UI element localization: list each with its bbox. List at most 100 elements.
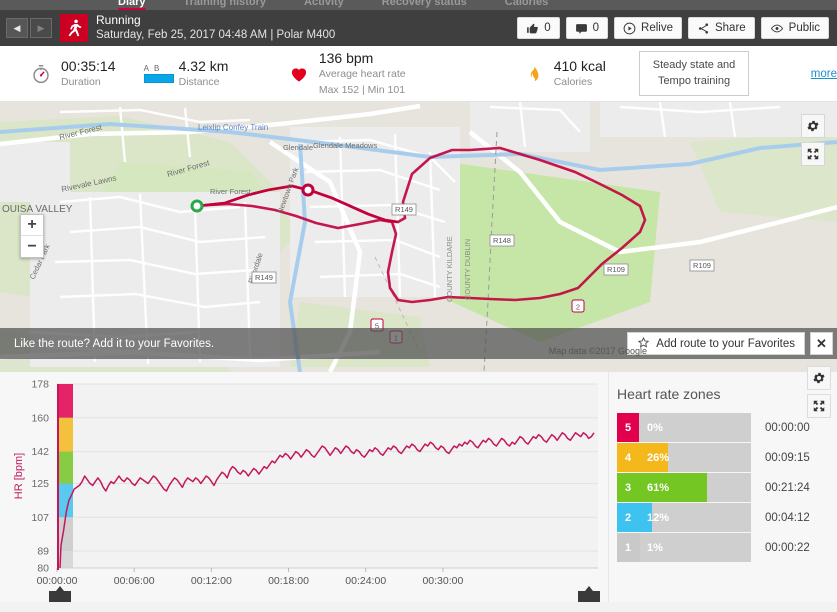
road-shield: R109 xyxy=(603,263,629,276)
y-axis-tick: 89 xyxy=(37,546,49,558)
gear-icon xyxy=(807,120,819,132)
zone-time: 00:00:22 xyxy=(765,541,810,554)
tab-training-history[interactable]: Training history xyxy=(183,0,267,8)
tab-recovery-status[interactable]: Recovery status xyxy=(381,0,467,8)
eye-icon xyxy=(770,22,784,35)
zone-number: 5 xyxy=(617,413,639,442)
thumbs-up-icon xyxy=(526,22,539,35)
activity-nav-buttons: ◀ ▶ xyxy=(6,18,52,38)
zone-row[interactable]: 3 61% 00:21:24 xyxy=(617,473,825,502)
zone-number: 4 xyxy=(617,443,639,472)
distance-marker-a: A xyxy=(143,64,154,73)
zone-row[interactable]: 5 0% 00:00:00 xyxy=(617,413,825,442)
next-activity-button[interactable]: ▶ xyxy=(30,18,52,38)
duration-label: Duration xyxy=(61,75,101,88)
road-shield: R109 xyxy=(689,259,715,272)
zone-time: 00:04:12 xyxy=(765,511,810,524)
zone-row[interactable]: 1 1% 00:00:22 xyxy=(617,533,825,562)
start-marker xyxy=(190,199,204,213)
tab-diary[interactable]: Diary xyxy=(118,0,146,10)
map-label: Rivevale Lawns xyxy=(61,174,118,194)
duration-value: 00:35:14 xyxy=(61,57,116,74)
hr-minmax: Max 152 | Min 101 xyxy=(318,83,406,96)
share-icon xyxy=(697,22,710,35)
zone-bar-track: 12% xyxy=(639,503,751,532)
star-icon xyxy=(637,336,650,352)
road-shield: R149 xyxy=(391,203,417,216)
hr-series-line xyxy=(59,432,595,569)
heart-rate-zones-panel: Heart rate zones 5 0% 00:00:00 4 26% 00:09:15… xyxy=(608,366,837,602)
relive-label: Relive xyxy=(641,22,673,34)
comment-count: 0 xyxy=(592,22,600,34)
y-axis-label: HR [bpm] xyxy=(13,453,25,499)
share-button[interactable]: Share xyxy=(687,17,755,39)
range-slider-handle-right[interactable] xyxy=(578,586,600,602)
zone-time: 00:21:24 xyxy=(765,481,810,494)
main-nav-tabs: Diary Training history Activity Recovery… xyxy=(0,0,837,10)
running-icon xyxy=(60,14,88,42)
expand-icon xyxy=(813,400,825,412)
like-count: 0 xyxy=(544,22,551,34)
zone-percent: 12% xyxy=(647,511,670,524)
add-route-to-favorites-button[interactable]: Add route to your Favorites xyxy=(627,332,805,355)
distance-label: Distance xyxy=(178,75,220,88)
zone-number: 3 xyxy=(617,473,639,502)
more-link[interactable]: more xyxy=(810,67,837,80)
range-slider-handle-left[interactable] xyxy=(49,586,71,602)
distance-value: 4.32 km xyxy=(178,57,229,74)
visibility-label: Public xyxy=(788,22,820,34)
zone-bar-track: 26% xyxy=(639,443,751,472)
flame-icon xyxy=(521,63,547,85)
zone-number: 1 xyxy=(617,533,639,562)
favorite-prompt-bold: Like the route? xyxy=(14,337,91,350)
svg-text:5: 5 xyxy=(375,321,379,330)
visibility-button[interactable]: Public xyxy=(760,17,829,39)
stopwatch-icon xyxy=(28,63,54,85)
activity-datetime-device: Saturday, Feb 25, 2017 04:48 AM | Polar … xyxy=(96,29,336,42)
like-button[interactable]: 0 xyxy=(517,17,560,39)
zones-fullscreen-button[interactable] xyxy=(807,394,831,418)
map-label: Glendale xyxy=(283,143,313,152)
activity-sport-name: Running xyxy=(96,13,141,28)
route-map[interactable]: River Forest River Forest River Forest Rive… xyxy=(0,102,837,372)
comment-button[interactable]: 0 xyxy=(565,17,609,39)
close-banner-button[interactable]: ✕ xyxy=(810,332,833,355)
zone-band xyxy=(59,417,73,452)
x-axis-tick: 00:00:00 xyxy=(37,575,78,587)
map-settings-button[interactable] xyxy=(801,114,825,138)
gear-icon xyxy=(813,372,825,384)
x-axis-tick: 00:12:00 xyxy=(191,575,232,587)
previous-activity-button[interactable]: ◀ xyxy=(6,18,28,38)
map-fullscreen-button[interactable] xyxy=(801,142,825,166)
zone-bar-fill xyxy=(639,503,653,532)
map-attribution: Map data ©2017 Google xyxy=(548,346,647,356)
play-circle-icon xyxy=(623,22,636,35)
map-label: OUISA VALLEY xyxy=(2,204,73,215)
tab-activity[interactable]: Activity xyxy=(304,0,344,8)
heart-icon xyxy=(286,64,312,84)
training-benefit-line-1: Steady state and xyxy=(652,58,736,71)
zoom-in-button[interactable]: + xyxy=(21,215,43,236)
zoom-out-button[interactable]: − xyxy=(27,237,37,255)
y-axis-tick: 80 xyxy=(37,563,49,575)
relive-button[interactable]: Relive xyxy=(614,17,682,39)
map-zoom-controls[interactable]: + − xyxy=(20,214,44,258)
zones-settings-button[interactable] xyxy=(807,366,831,390)
y-axis-tick: 125 xyxy=(31,478,49,490)
heart-rate-chart[interactable]: 80 89 107 125 142 160 178 HR [bpm] 00:00:00 00:06… xyxy=(0,372,608,602)
zone-row[interactable]: 4 26% 00:09:15 xyxy=(617,443,825,472)
calories-value: 410 kcal xyxy=(553,57,606,74)
favorite-prompt: Like the route? Add it to your Favorites… xyxy=(14,338,214,350)
zone-time: 00:09:15 xyxy=(765,451,810,464)
tab-calories[interactable]: Calories xyxy=(504,0,549,8)
activity-header: ◀ ▶ Running Saturday, Feb 25, 2017 04:48… xyxy=(0,10,837,46)
zone-number: 2 xyxy=(617,503,639,532)
svg-text:R148: R148 xyxy=(493,236,511,245)
distance-icon: AB xyxy=(143,64,174,83)
zone-row[interactable]: 2 12% 00:04:12 xyxy=(617,503,825,532)
map-label: River Forest xyxy=(210,187,252,196)
svg-text:2: 2 xyxy=(576,302,580,311)
y-axis-tick: 142 xyxy=(31,446,49,458)
training-benefit-line-2: Tempo training xyxy=(657,74,731,87)
x-axis-tick: 00:18:00 xyxy=(268,575,309,587)
